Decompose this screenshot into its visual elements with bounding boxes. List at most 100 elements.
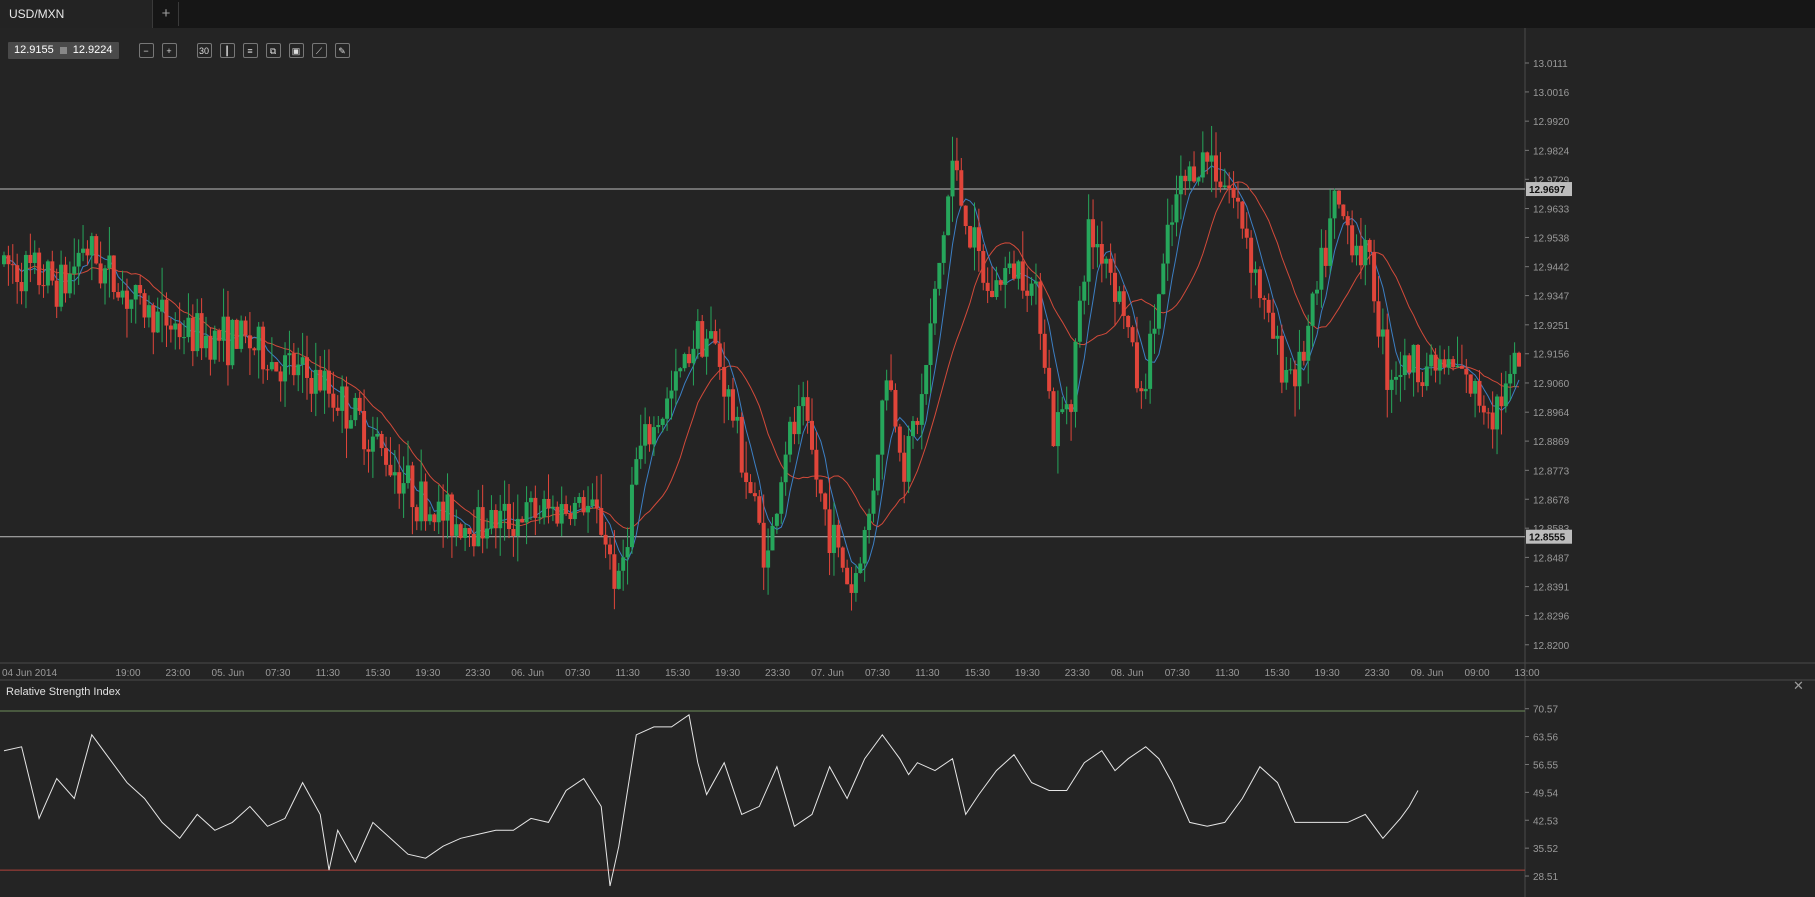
candle-body	[309, 377, 314, 394]
candle-body	[138, 284, 143, 294]
template-icon[interactable]: ⧉	[265, 42, 281, 58]
time-label: 15:30	[965, 668, 990, 679]
add-tab-button[interactable]: +	[154, 2, 179, 26]
candle-body	[98, 263, 103, 284]
candle-body	[612, 554, 617, 589]
candle-body	[1354, 245, 1359, 256]
candle-body	[261, 326, 266, 370]
time-label: 08. Jun	[1111, 668, 1144, 679]
rsi-tick-label: 49.54	[1533, 788, 1558, 799]
candle-body	[1398, 375, 1403, 377]
candle-body	[186, 317, 191, 338]
time-label: 07:30	[865, 668, 890, 679]
candle-body	[634, 459, 639, 485]
chart-area[interactable]: 13.0111 13.0016 12.9920 12.9824 12.9729 12.96…	[0, 28, 1815, 897]
time-label: 19:30	[715, 668, 740, 679]
time-label: 23:30	[1365, 668, 1390, 679]
candle-body	[28, 254, 33, 263]
candle-body	[1411, 344, 1416, 373]
candle-body	[717, 343, 722, 367]
candle-body	[54, 280, 59, 307]
candle-body	[1148, 333, 1153, 389]
candle-body	[151, 305, 156, 333]
candle-body	[994, 280, 999, 298]
time-label: 23:30	[1065, 668, 1090, 679]
candle-body	[278, 371, 283, 382]
price-chart[interactable]: 13.011113.001612.992012.982412.972912.96…	[0, 28, 1815, 897]
price-tick-label: 12.8296	[1533, 612, 1570, 623]
candle-body	[581, 497, 586, 513]
zoom-out-icon[interactable]: −	[138, 42, 154, 58]
candle-body	[757, 496, 762, 523]
candle-body	[85, 248, 90, 256]
pencil-icon[interactable]: ✎	[334, 42, 350, 58]
candle-body	[1042, 333, 1047, 368]
candle-body	[629, 484, 634, 548]
candle-body	[6, 255, 11, 265]
time-label: 09. Jun	[1411, 668, 1444, 679]
indicators-icon[interactable]: ≡	[242, 42, 258, 58]
candle-body	[744, 472, 749, 483]
candle-body	[871, 490, 876, 514]
candle-body	[388, 464, 393, 476]
candle-body	[1380, 329, 1385, 337]
candle-body	[1358, 245, 1363, 266]
candle-body	[752, 493, 757, 497]
candle-body	[1424, 366, 1429, 387]
candle-body	[463, 528, 468, 538]
candle-body	[19, 281, 24, 292]
candle-body	[1389, 379, 1394, 390]
candle-body	[761, 522, 766, 568]
candle-body	[1363, 239, 1368, 266]
candle-body	[902, 452, 907, 482]
candle-body	[937, 262, 942, 289]
time-label: 23:30	[465, 668, 490, 679]
tab-usd-mxn[interactable]: USD/MXN	[0, 0, 153, 28]
period-30-icon[interactable]: 30	[196, 42, 212, 58]
candle-body	[603, 534, 608, 545]
candle-body	[1323, 247, 1328, 266]
candle-body	[1121, 291, 1126, 316]
candle-body	[414, 507, 419, 522]
candle-body	[1315, 289, 1319, 294]
candle-body	[1332, 190, 1337, 219]
price-tick-label: 13.0111	[1533, 59, 1568, 70]
horizontal-line-label: 12.9697	[1529, 185, 1566, 196]
price-tick-label: 12.8678	[1533, 495, 1570, 506]
zoom-in-icon[interactable]: +	[161, 42, 177, 58]
candle-body	[173, 323, 178, 330]
time-label: 19:00	[115, 668, 140, 679]
candle-body	[840, 547, 845, 568]
candle-body	[1205, 152, 1210, 162]
candle-body	[432, 514, 437, 523]
candle-body	[1297, 351, 1302, 387]
candle-body	[875, 454, 880, 491]
price-tick-label: 12.9156	[1533, 350, 1570, 361]
candle-body	[928, 323, 933, 366]
candle-body	[168, 325, 173, 330]
candle-body	[1038, 281, 1043, 334]
candle-body	[1345, 216, 1350, 226]
moving-average-fast	[3, 165, 1520, 573]
candle-body	[1047, 367, 1052, 392]
candle-body	[357, 397, 362, 411]
candle-body	[1341, 204, 1346, 217]
candle-body	[1244, 228, 1249, 238]
candle-body	[1420, 382, 1425, 387]
candle-body	[564, 504, 569, 514]
candle-body	[647, 424, 652, 445]
candle-body	[599, 508, 604, 535]
copy-icon[interactable]: ▣	[288, 42, 304, 58]
candle-body	[353, 397, 358, 421]
candle-body	[511, 529, 516, 536]
price-tick-label: 12.8773	[1533, 466, 1570, 477]
candle-body	[1385, 329, 1390, 390]
candle-body	[256, 326, 261, 351]
candle-body	[234, 319, 239, 349]
draw-icon[interactable]: ⟋	[311, 42, 327, 58]
candle-body	[1512, 352, 1517, 374]
candle-body	[182, 337, 187, 339]
close-rsi-icon[interactable]: ✕	[1793, 678, 1804, 693]
candle-body	[37, 252, 42, 286]
candle-type-icon[interactable]: ┃	[219, 42, 235, 58]
